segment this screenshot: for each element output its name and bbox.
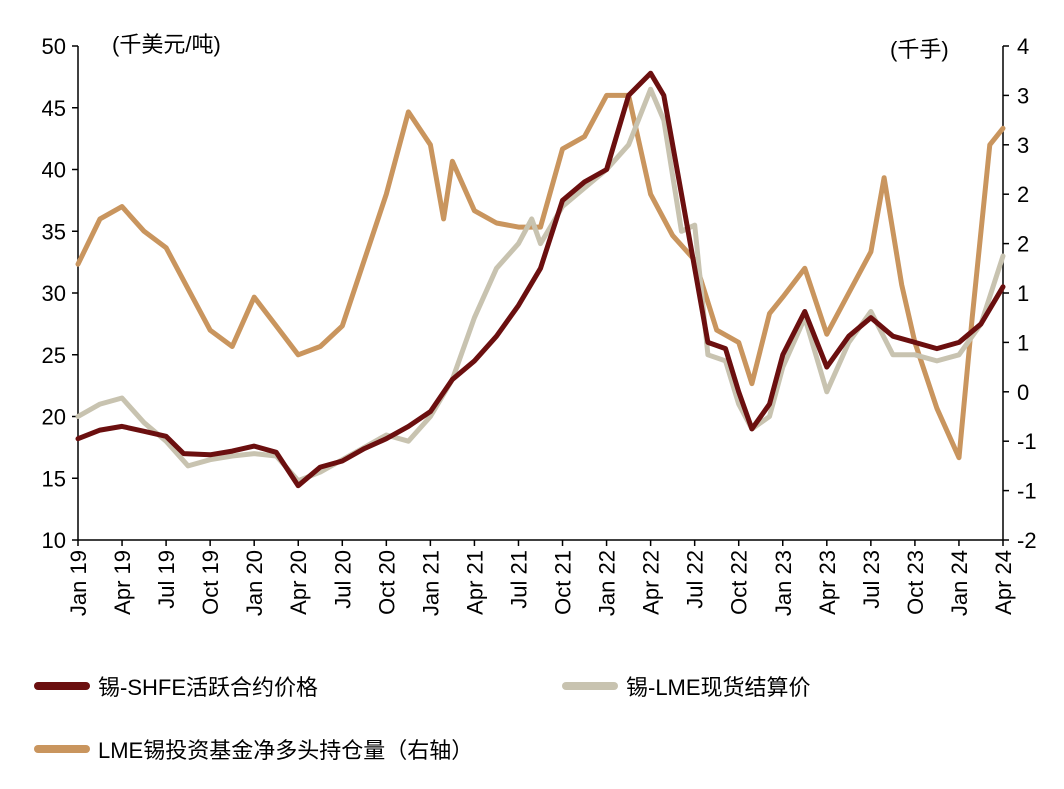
legend-label-shfe: 锡-SHFE活跃合约价格 bbox=[98, 675, 319, 700]
left-axis-tick-label: 45 bbox=[42, 96, 66, 121]
legend-swatch-shfe bbox=[34, 682, 90, 690]
left-axis-unit: (千美元/吨) bbox=[112, 32, 221, 57]
x-axis-tick-label: Jan 21 bbox=[418, 550, 443, 616]
x-axis-tick-label: Jul 22 bbox=[683, 550, 708, 609]
right-axis-tick-label: -1 bbox=[1017, 479, 1037, 504]
x-axis-tick-label: Apr 19 bbox=[110, 550, 135, 615]
left-axis-tick-label: 25 bbox=[42, 343, 66, 368]
legend-item-lme-spot: 锡-LME现货结算价 bbox=[562, 670, 811, 702]
right-axis-tick-label: 3 bbox=[1017, 133, 1029, 158]
left-axis-tick-label: 30 bbox=[42, 281, 66, 306]
right-axis-tick-label: 3 bbox=[1017, 83, 1029, 108]
legend-swatch-fund-position bbox=[34, 745, 90, 753]
axes bbox=[72, 45, 1009, 546]
right-axis-tick-label: 4 bbox=[1017, 34, 1029, 59]
right-axis-tick-label: -2 bbox=[1017, 528, 1037, 553]
right-axis-tick-label: 1 bbox=[1017, 281, 1029, 306]
x-axis-tick-label: Apr 21 bbox=[462, 550, 487, 615]
x-axis-tick-label: Jan 19 bbox=[66, 550, 91, 616]
right-axis-tick-label: 2 bbox=[1017, 232, 1029, 257]
series-layer bbox=[75, 70, 1006, 489]
left-axis-tick-label: 40 bbox=[42, 158, 66, 183]
left-axis-tick-label: 15 bbox=[42, 466, 66, 491]
x-axis-tick-label: Oct 20 bbox=[374, 550, 399, 615]
series-shfe-price-line bbox=[75, 70, 1006, 489]
x-axis-tick-label: Jan 23 bbox=[771, 550, 796, 616]
legend-item-fund-position: LME锡投资基金净多头持仓量（右轴） bbox=[34, 733, 473, 765]
legend-swatch-lme-spot bbox=[562, 682, 618, 690]
x-axis-tick-label: Apr 23 bbox=[815, 550, 840, 615]
left-axis-tick-label: 10 bbox=[42, 528, 66, 553]
left-axis-tick-label: 35 bbox=[42, 219, 66, 244]
x-axis-tick-label: Oct 22 bbox=[727, 550, 752, 615]
x-axis-tick-label: Jul 20 bbox=[330, 550, 355, 609]
right-axis-tick-label: -1 bbox=[1017, 429, 1037, 454]
right-axis-tick-label: 0 bbox=[1017, 380, 1029, 405]
right-axis-tick-label: 2 bbox=[1017, 182, 1029, 207]
x-axis-tick-label: Apr 20 bbox=[286, 550, 311, 615]
x-axis-tick-label: Jan 20 bbox=[242, 550, 267, 616]
legend-item-shfe: 锡-SHFE活跃合约价格 bbox=[34, 670, 318, 702]
x-axis-tick-label: Jul 21 bbox=[506, 550, 531, 609]
x-axis-tick-label: Jan 24 bbox=[947, 550, 972, 616]
legend-label-lme-spot: 锡-LME现货结算价 bbox=[626, 675, 811, 700]
legend-label-fund-position: LME锡投资基金净多头持仓量（右轴） bbox=[98, 738, 474, 763]
x-axis-tick-label: Apr 22 bbox=[639, 550, 664, 615]
series-fund-position-line bbox=[75, 92, 1006, 461]
x-axis-tick-label: Jan 22 bbox=[595, 550, 620, 616]
x-axis-tick-label: Oct 21 bbox=[551, 550, 576, 615]
left-axis-tick-label: 20 bbox=[42, 405, 66, 430]
x-axis-tick-label: Oct 19 bbox=[198, 550, 223, 615]
left-axis-tick-label: 50 bbox=[42, 34, 66, 59]
series-lme-spot-line bbox=[75, 86, 1006, 484]
x-axis-tick-label: Jul 19 bbox=[154, 550, 179, 609]
right-axis-tick-label: 1 bbox=[1017, 330, 1029, 355]
x-axis-tick-label: Oct 23 bbox=[903, 550, 928, 615]
x-axis-tick-label: Apr 24 bbox=[991, 550, 1016, 615]
x-axis-tick-label: Jul 23 bbox=[859, 550, 884, 609]
right-axis-unit: (千手) bbox=[890, 37, 949, 62]
